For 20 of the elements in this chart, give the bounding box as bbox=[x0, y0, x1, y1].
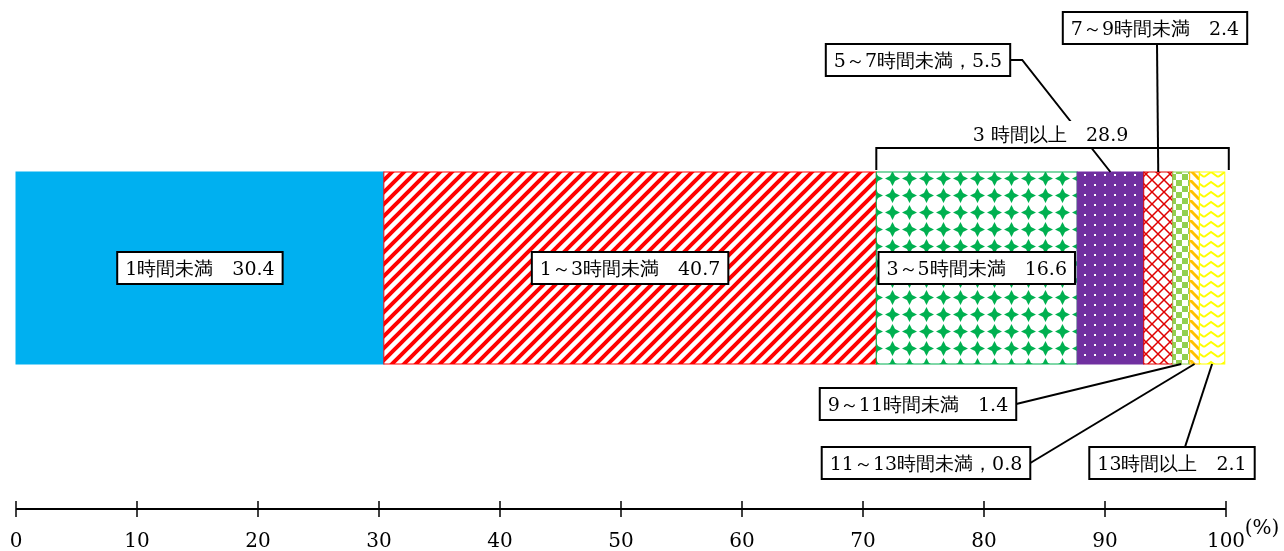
data-label: 1～3時間未満 40.7 bbox=[539, 257, 721, 279]
x-axis-title: (%) bbox=[1244, 515, 1280, 539]
data-label: 3～5時間未満 16.6 bbox=[886, 257, 1067, 279]
data-label: 9～11時間未満 1.4 bbox=[827, 393, 1009, 415]
data-label: 13時間以上 2.1 bbox=[1097, 452, 1247, 474]
x-tick-label: 0 bbox=[9, 528, 23, 551]
x-tick-label: 40 bbox=[487, 528, 513, 551]
x-tick-label: 70 bbox=[850, 528, 876, 551]
x-tick-label: 100 bbox=[1206, 528, 1246, 551]
x-tick-label: 60 bbox=[729, 528, 755, 551]
data-label: 1時間未満 30.4 bbox=[125, 257, 275, 279]
data-label: 5～7時間未満，5.5 bbox=[833, 49, 1003, 71]
x-tick-label: 10 bbox=[124, 528, 150, 551]
x-tick-label: 80 bbox=[971, 528, 997, 551]
x-tick-label: 50 bbox=[608, 528, 634, 551]
x-tick-label: 30 bbox=[366, 528, 392, 551]
x-tick-label: 90 bbox=[1092, 528, 1118, 551]
data-label: 11～13時間未満，0.8 bbox=[829, 452, 1023, 474]
data-label: 7～9時間未満 2.4 bbox=[1070, 17, 1240, 39]
x-tick-label: 20 bbox=[245, 528, 271, 551]
